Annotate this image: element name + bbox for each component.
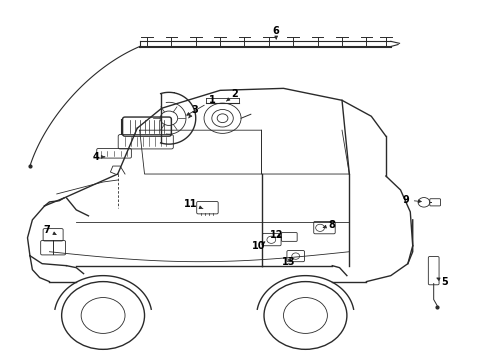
Text: 6: 6 [272,26,279,39]
Text: 9: 9 [401,195,420,205]
Text: 10: 10 [252,241,265,251]
Text: 12: 12 [269,230,283,240]
Text: 8: 8 [323,220,335,230]
Text: 3: 3 [188,105,198,118]
Text: 1: 1 [186,95,216,115]
Text: 2: 2 [226,89,238,101]
Text: 13: 13 [281,257,295,267]
Text: 11: 11 [184,199,203,209]
Text: 4: 4 [92,152,104,162]
Text: 5: 5 [436,276,447,287]
Text: 7: 7 [43,225,56,235]
